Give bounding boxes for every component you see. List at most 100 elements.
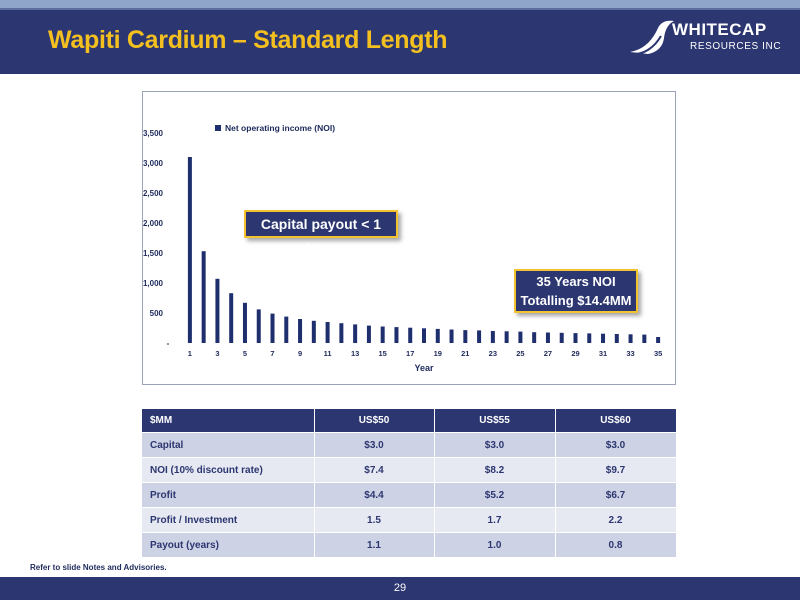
row-label: Capital [142,432,315,458]
x-tick-label: 29 [571,349,579,358]
noi-bar [628,334,633,343]
legend-swatch [215,125,221,131]
noi-bar [601,333,606,343]
table-cell: $3.0 [434,432,556,458]
x-tick-label: 7 [270,349,274,358]
total-noi-callout: 35 Years NOI Totalling $14.4MM [514,269,638,313]
table-row: Profit $4.4 $5.2 $6.7 [142,482,677,508]
x-tick-label: 21 [461,349,469,358]
noi-bar [463,330,468,343]
x-tick-label: 13 [351,349,359,358]
table-cell: 1.1 [314,532,435,557]
noi-bar [545,332,550,343]
table-cell: $8.2 [434,457,556,483]
y-tick-label: 500 [150,309,164,318]
header-bar: Wapiti Cardium – Standard Length WHITECA… [0,0,800,74]
noi-bar [325,322,330,343]
noi-bar [435,328,440,343]
y-tick-label: 1,500 [143,249,164,258]
capital-payout-text: Capital payout < 1 Year [260,216,382,256]
total-noi-line-2: Totalling $14.4MM [520,293,632,308]
noi-bar [284,316,289,343]
noi-bar [298,319,303,343]
noi-bar [201,251,206,343]
legend-label: Net operating income (NOI) [225,123,335,133]
x-tick-label: 19 [434,349,442,358]
x-tick-label: 9 [298,349,302,358]
noi-bar [215,278,220,343]
table-cell: 2.2 [555,507,677,533]
total-noi-line-1: 35 Years NOI [536,274,616,289]
row-label: Profit / Investment [142,507,315,533]
noi-bar [449,329,454,343]
noi-bar [422,328,426,343]
x-tick-label: 27 [544,349,552,358]
noi-bar [311,320,316,343]
table-cell: 1.0 [434,532,556,557]
x-tick-label: 17 [406,349,414,358]
x-tick-label: 15 [379,349,387,358]
noi-bar [394,327,399,343]
noi-bar [573,333,578,343]
noi-bar [642,334,647,343]
table-cell: $7.4 [314,457,435,483]
noi-bar [490,331,495,343]
header-cell-us50: US$50 [314,409,435,433]
table-cell: 0.8 [555,532,677,557]
noi-bar [408,327,413,343]
noi-bar [614,334,619,343]
y-tick-label: 2,000 [143,219,164,228]
table-cell: $3.0 [555,432,677,458]
row-label: NOI (10% discount rate) [142,457,315,483]
table-row: Capital $3.0 $3.0 $3.0 [142,432,677,458]
noi-bar [187,157,192,343]
table-row: Profit / Investment 1.5 1.7 2.2 [142,507,677,533]
noi-bar [229,293,234,343]
noi-bar [656,337,661,343]
y-tick-label: - [167,339,170,348]
noi-bar [504,331,509,343]
y-tick-label: 2,500 [143,189,164,198]
noi-bar [270,313,275,343]
table-cell: $5.2 [434,482,556,508]
row-label: Payout (years) [142,532,315,557]
table-cell: 1.5 [314,507,435,533]
table-row: NOI (10% discount rate) $7.4 $8.2 $9.7 [142,457,677,483]
header-cell-us60: US$60 [555,409,677,433]
footnote: Refer to slide Notes and Advisories. [30,563,167,572]
noi-bar [353,324,358,343]
table-cell: $6.7 [555,482,677,508]
noi-bar [242,302,247,343]
x-axis-title: Year [414,363,434,373]
noi-bar [477,330,482,343]
wave-logo-icon [630,20,674,55]
page-number: 29 [393,582,407,594]
table-cell: $9.7 [555,457,677,483]
header-cell-us55: US$55 [434,409,556,433]
noi-bar [339,323,344,343]
y-tick-label: 3,000 [143,159,164,168]
x-tick-label: 11 [324,349,332,358]
noi-bar [380,326,385,343]
x-tick-label: 33 [626,349,634,358]
table-cell: 1.7 [434,507,556,533]
page-title: Wapiti Cardium – Standard Length [48,26,448,54]
x-tick-label: 31 [599,349,607,358]
noi-bar [518,331,523,343]
company-logo: WHITECAP RESOURCES INC [628,14,788,64]
x-tick-label: 25 [516,349,524,358]
noi-bar [532,332,537,343]
row-label: Profit [142,482,315,508]
noi-bar [366,325,371,343]
noi-bar [559,332,564,343]
capital-payout-callout: Capital payout < 1 Year [244,210,398,256]
x-tick-label: 5 [243,349,247,358]
x-tick-label: 3 [215,349,219,358]
header-stripe [0,8,800,10]
header-cell-label: $MM [142,409,315,433]
table-cell: $4.4 [314,482,435,508]
y-tick-label: 1,000 [143,279,164,288]
economics-table: $MM US$50 US$55 US$60 Capital $3.0 $3.0 … [142,409,677,557]
